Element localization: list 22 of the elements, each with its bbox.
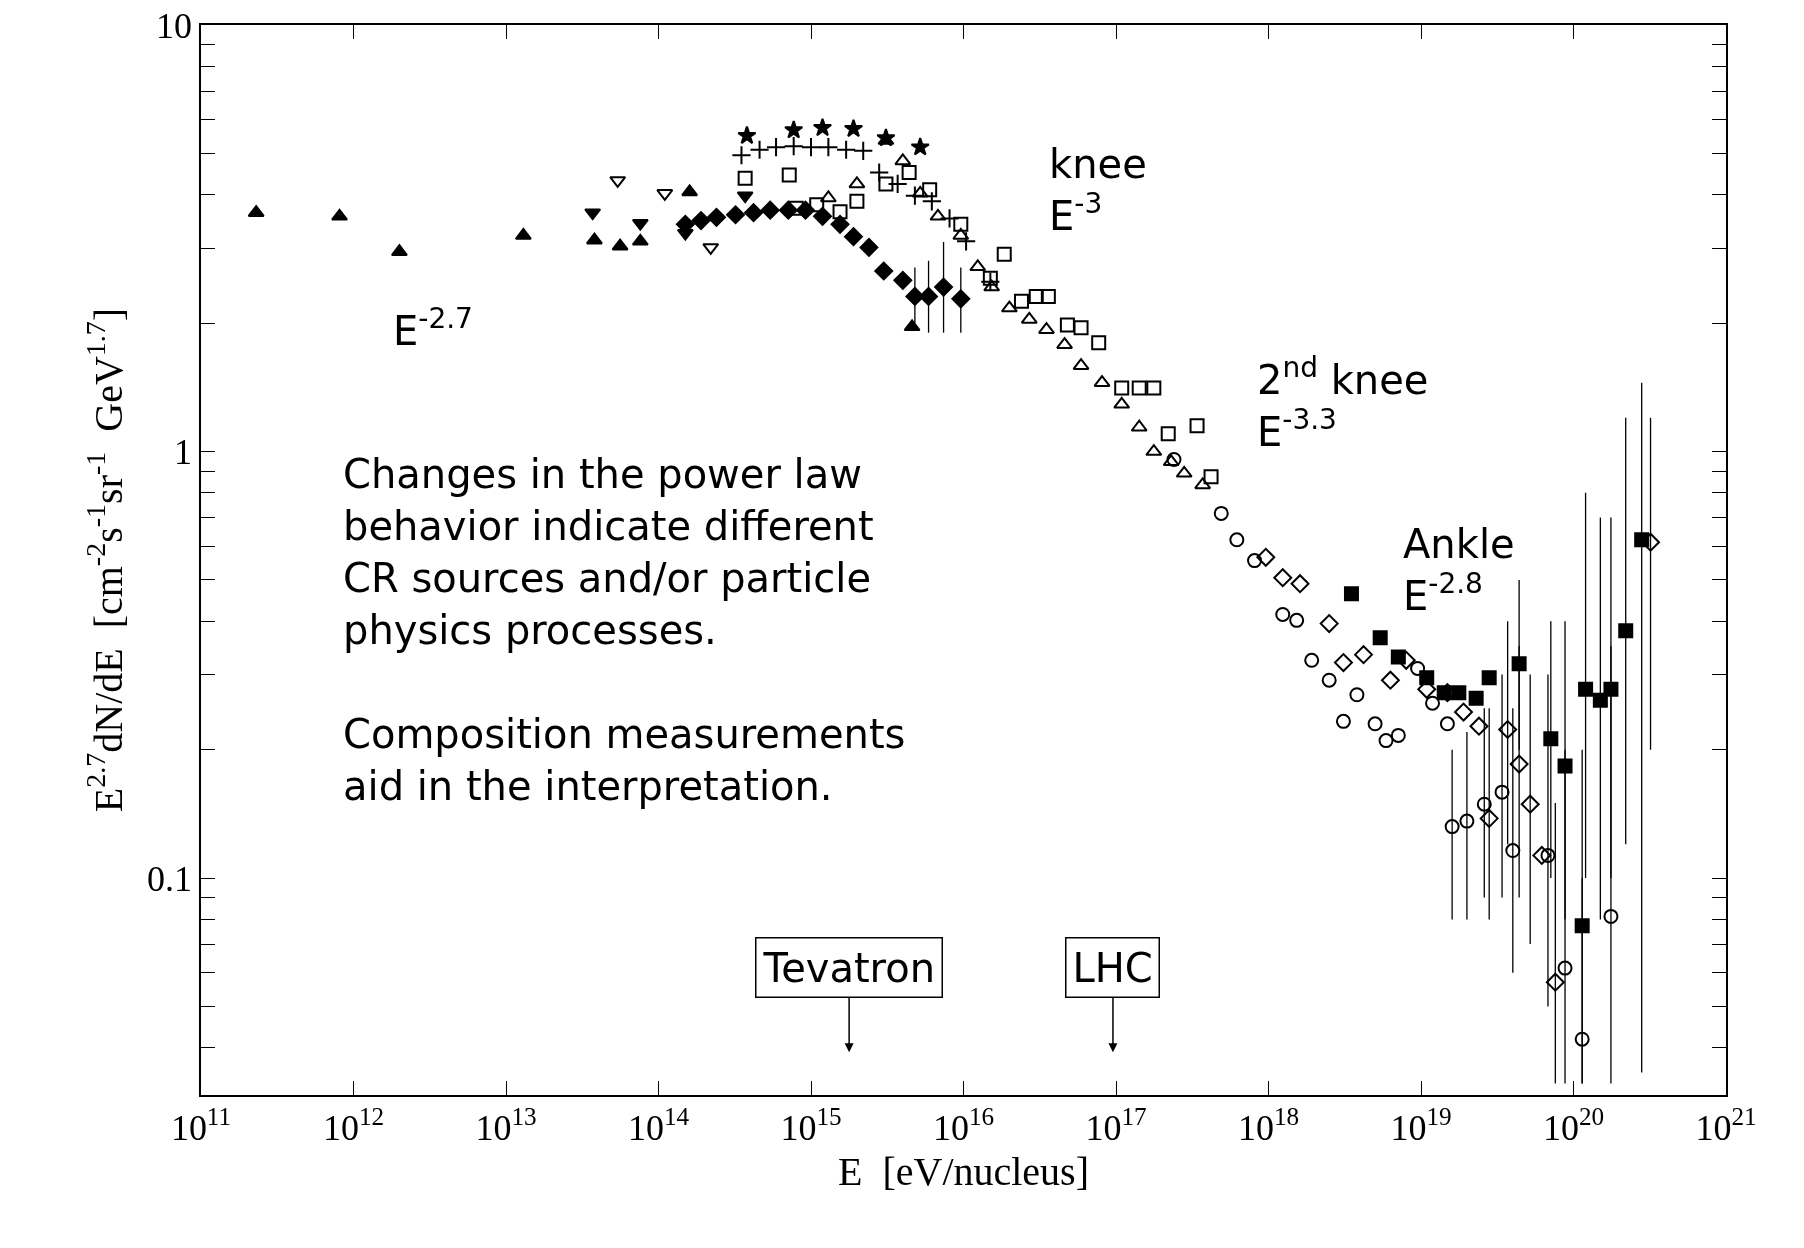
y-tick-label: 1	[174, 432, 193, 473]
annotation: LHC	[1072, 944, 1153, 991]
x-tick-label: 10$^{13}$	[475, 1102, 537, 1148]
x-tick-label: 10$^{14}$	[627, 1102, 690, 1148]
annotation: Ankle E$^{-2.8}$	[1403, 521, 1515, 619]
y-tick-label: 10	[156, 5, 193, 46]
x-tick-label: 10$^{17}$	[1085, 1102, 1147, 1148]
x-tick-label: 10$^{12}$	[322, 1102, 385, 1148]
x-tick-label: 10$^{19}$	[1390, 1102, 1452, 1148]
text: Changes in the power law behavior indicate different CR sources and/or particle physics processes. Composition measurements aid in the interpretation.	[343, 451, 906, 809]
x-tick-label: 10$^{11}$	[170, 1102, 232, 1148]
text: 2$^{nd}$ knee E$^{-3.3}$	[1257, 351, 1429, 455]
annotation: E$^{-2.7}$	[393, 302, 473, 354]
x-tick-label: 10$^{15}$	[780, 1102, 842, 1148]
y-tick-label: 0.1	[147, 858, 193, 899]
x-tick-label: 10$^{20}$	[1542, 1102, 1605, 1148]
annotation: Tevatron	[762, 944, 936, 991]
x-tick-label: 10$^{21}$	[1695, 1102, 1757, 1148]
annotation: knee E$^{-3}$	[1049, 141, 1147, 239]
x-tick-label: 10$^{16}$	[932, 1102, 995, 1148]
x-axis-title: E [eV/nucleus]	[837, 1148, 1090, 1194]
x-tick-label: 10$^{18}$	[1237, 1102, 1300, 1148]
